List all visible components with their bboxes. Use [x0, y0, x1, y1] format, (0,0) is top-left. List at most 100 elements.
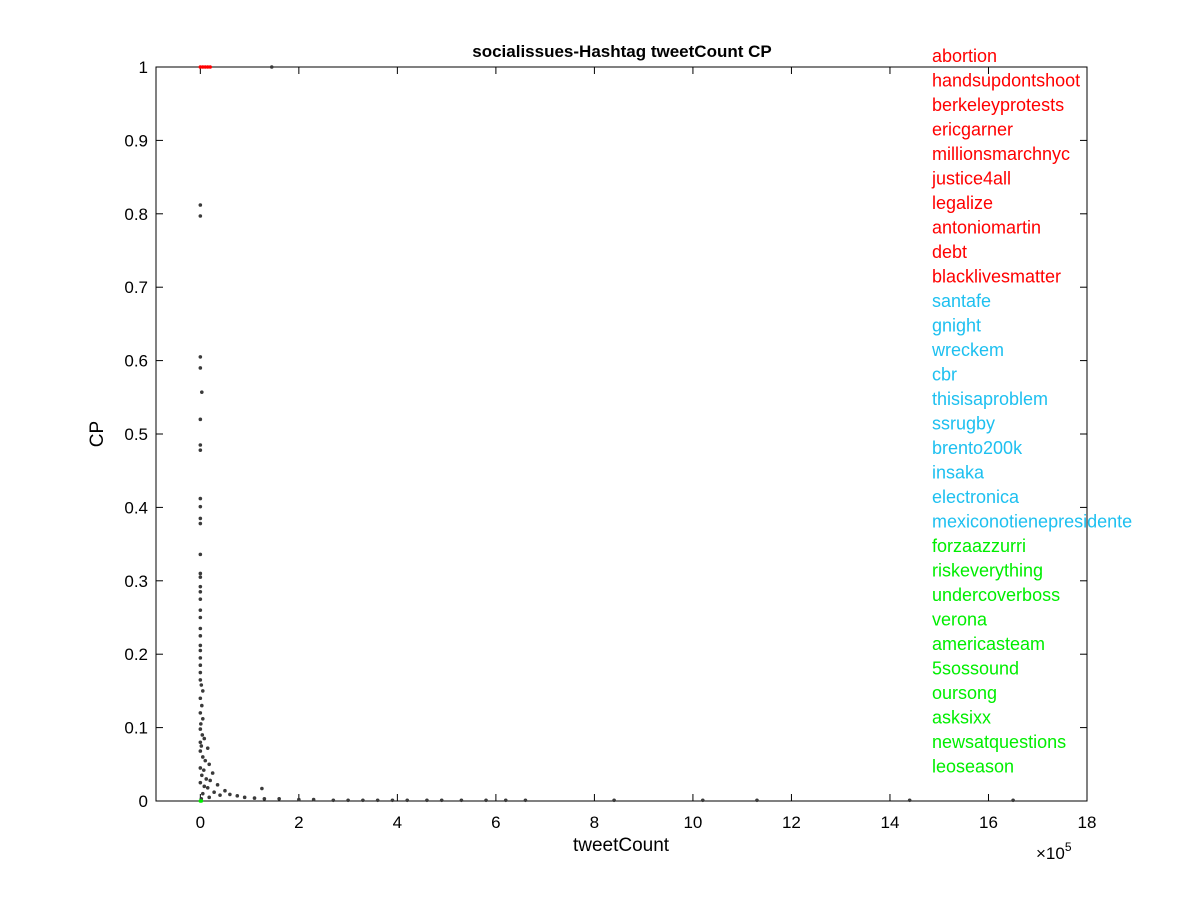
hashtag-label: gnight: [932, 316, 981, 336]
data-point: [208, 65, 212, 69]
data-point: [198, 417, 203, 422]
data-point: [207, 762, 211, 767]
data-point: [260, 786, 264, 791]
chart-title: socialissues-Hashtag tweetCount CP: [472, 42, 771, 61]
y-tick-label: 0.2: [124, 645, 148, 664]
data-point: [269, 65, 274, 69]
data-point: [205, 65, 210, 69]
hashtag-label: brento200k: [932, 438, 1023, 458]
hashtag-label: oursong: [932, 683, 997, 703]
data-point: [198, 65, 203, 69]
data-point: [311, 797, 316, 802]
data-point: [218, 793, 222, 797]
data-point: [198, 575, 203, 579]
data-point: [198, 571, 203, 576]
data-point: [200, 773, 204, 778]
x-tick-label: 2: [294, 813, 303, 832]
data-point: [203, 65, 208, 69]
data-point: [252, 796, 257, 800]
data-point: [198, 626, 203, 631]
hashtag-label: 5sossound: [932, 659, 1019, 679]
hashtag-label: antoniomartin: [932, 218, 1041, 238]
data-point: [198, 727, 203, 731]
hashtag-label: forzaazzurri: [932, 536, 1026, 556]
data-point: [198, 584, 203, 589]
data-point: [459, 798, 464, 803]
hashtag-label: insaka: [932, 463, 985, 483]
hashtag-label: asksixx: [932, 708, 991, 728]
hashtag-label: cbr: [932, 365, 957, 385]
data-point: [199, 799, 204, 803]
data-point: [198, 552, 203, 557]
x-tick-label: 14: [881, 813, 900, 832]
data-point: [503, 798, 508, 803]
data-point: [200, 716, 205, 721]
data-point: [375, 798, 380, 803]
data-point: [198, 521, 203, 526]
data-point: [346, 798, 350, 803]
data-point: [198, 615, 203, 620]
data-point: [1011, 798, 1015, 803]
y-tick-label: 0.8: [124, 205, 148, 224]
axes: [155, 66, 1088, 802]
data-point: [198, 355, 203, 359]
data-point: [198, 780, 203, 785]
data-point: [612, 798, 616, 803]
data-point: [200, 755, 205, 759]
data-point: [700, 798, 705, 803]
hashtag-label: blacklivesmatter: [932, 267, 1061, 287]
hashtag-label: legalize: [932, 193, 993, 213]
y-tick-label: 0.4: [124, 498, 148, 517]
x-tick-label: 12: [782, 813, 801, 832]
data-point: [198, 203, 203, 207]
data-point: [202, 784, 207, 789]
data-point: [200, 65, 205, 69]
hashtag-label: berkeleyprotests: [932, 95, 1064, 115]
data-point: [242, 795, 247, 800]
hashtag-label: abortion: [932, 46, 997, 66]
data-point: [198, 448, 203, 452]
data-point: [361, 798, 365, 803]
hashtag-label: debt: [932, 242, 967, 262]
data-points: [198, 65, 1015, 803]
data-point: [198, 696, 203, 701]
data-point: [390, 798, 395, 803]
x-tick-label: 16: [979, 813, 998, 832]
x-axis-label: tweetCount: [573, 835, 670, 856]
hashtag-label: undercoverboss: [932, 585, 1060, 605]
data-point: [210, 771, 215, 775]
data-point: [200, 791, 205, 796]
data-point: [198, 634, 203, 638]
x-tick-label: 8: [590, 813, 599, 832]
data-point: [198, 496, 203, 501]
data-point: [199, 722, 203, 726]
data-point: [200, 689, 205, 693]
x-axis-exponent: ×105: [1036, 840, 1072, 863]
data-point: [207, 795, 211, 800]
data-point: [215, 783, 220, 787]
data-point: [331, 798, 336, 803]
data-point: [204, 777, 209, 781]
y-tick-label: 1: [139, 58, 148, 77]
data-point: [198, 648, 203, 653]
y-axis-ticks: 0 0.1 0.2 0.3 0.4 0.5 0.6 0.7 0.8 0.9 1: [124, 58, 1087, 811]
x-tick-label: 4: [393, 813, 402, 832]
hashtag-label: leoseason: [932, 757, 1014, 777]
data-point: [198, 516, 203, 521]
data-point: [198, 590, 203, 594]
data-point: [208, 778, 212, 783]
data-point: [523, 798, 528, 803]
data-point: [205, 746, 210, 750]
data-point: [235, 794, 240, 798]
plot-area: [155, 66, 1088, 802]
data-point: [198, 214, 203, 218]
data-point: [199, 744, 204, 748]
data-point: [228, 792, 232, 797]
data-point: [439, 798, 444, 803]
hashtag-label: millionsmarchnyc: [932, 144, 1070, 164]
data-point: [205, 785, 210, 790]
hashtag-label: americasteam: [932, 634, 1045, 654]
data-point: [262, 796, 267, 801]
x-tick-label: 6: [491, 813, 500, 832]
